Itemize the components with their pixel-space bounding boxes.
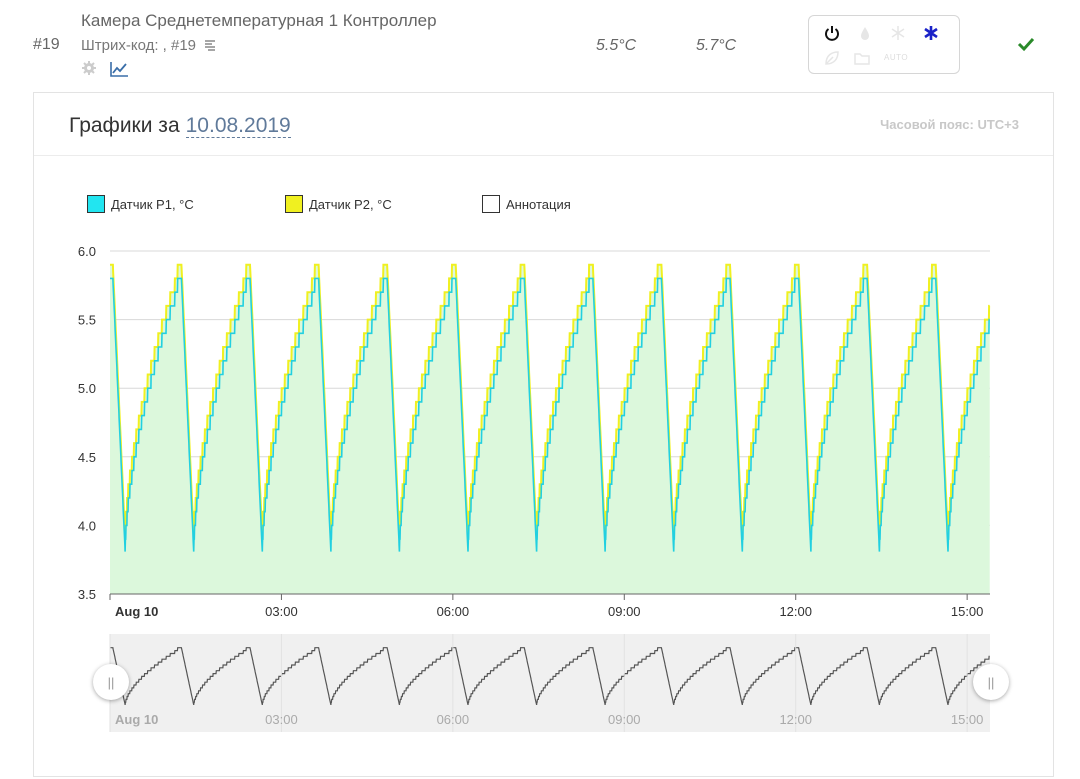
navigator-line	[110, 647, 990, 706]
x-tick-label: Aug 10	[115, 604, 158, 619]
power-icon	[825, 26, 839, 41]
device-id: #19	[33, 36, 60, 53]
legend-swatch-p1	[87, 195, 105, 213]
panel-header: Графики за 10.08.2019 Часовой пояс: UTC+3	[34, 93, 1053, 156]
barcode-icon[interactable]	[203, 38, 217, 52]
drop-icon	[861, 27, 869, 40]
panel-title-prefix: Графики за	[69, 114, 180, 137]
x-tick-label: 12:00	[779, 604, 812, 619]
y-tick-label: 4.5	[78, 450, 96, 465]
y-tick-label: 5.0	[78, 381, 96, 396]
panel-title: Графики за 10.08.2019	[69, 114, 291, 138]
main-chart[interactable]: 6.0 5.5 5.0 4.5 4.0 3.5 Aug 10 03:00 06:00 09:00 1…	[0, 230, 1080, 625]
y-tick-label: 3.5	[78, 587, 96, 602]
chart-legend: Датчик P1, °C Датчик P2, °C Аннотация	[0, 193, 1080, 217]
navigator-handle-left[interactable]: ||	[93, 664, 129, 700]
device-barcode: Штрих-код: , #19	[81, 37, 217, 54]
y-tick-label: 6.0	[78, 244, 96, 259]
asterisk-icon	[924, 26, 938, 40]
leaf-icon	[825, 51, 839, 65]
device-name: Камера Среднетемпературная 1 Контроллер	[81, 11, 437, 30]
series-line-p1	[110, 277, 990, 552]
snowflake-icon	[891, 26, 905, 40]
gear-icon[interactable]	[81, 60, 99, 78]
barcode-text: Штрих-код: , #19	[81, 37, 197, 54]
checkmark-icon	[1017, 37, 1035, 52]
device-actions	[81, 60, 133, 78]
temperature-p1: 5.5°C	[596, 37, 637, 54]
device-row: #19 Камера Среднетемпературная 1 Контрол…	[0, 0, 1080, 90]
legend-label-p1: Датчик P1, °C	[111, 196, 194, 212]
navigator-tick-label: 12:00	[779, 712, 812, 727]
x-tick-label: 06:00	[437, 604, 470, 619]
timezone-label: Часовой пояс: UTC+3	[880, 117, 1019, 132]
legend-swatch-p2	[285, 195, 303, 213]
legend-swatch-annotation	[482, 195, 500, 213]
chart-icon[interactable]	[109, 60, 129, 78]
navigator-chart[interactable]: Aug 10 03:00 06:00 09:00 12:00 15:00	[0, 630, 1080, 740]
status-indicators: AUTO	[808, 15, 960, 74]
navigator-handle-right[interactable]: ||	[973, 664, 1009, 700]
navigator-tick-label: 06:00	[437, 712, 470, 727]
navigator-tick-label: 03:00	[265, 712, 298, 727]
x-tick-label: 09:00	[608, 604, 641, 619]
legend-item-annotation[interactable]: Аннотация	[482, 193, 571, 215]
legend-item-p1[interactable]: Датчик P1, °C	[87, 193, 194, 215]
legend-item-p2[interactable]: Датчик P2, °C	[285, 193, 392, 215]
x-tick-label: 03:00	[265, 604, 298, 619]
auto-label: AUTO	[884, 53, 909, 62]
legend-label-p2: Датчик P2, °C	[309, 196, 392, 212]
date-picker[interactable]: 10.08.2019	[185, 114, 291, 138]
legend-label-annotation: Аннотация	[506, 196, 571, 212]
navigator-background	[110, 634, 990, 732]
folder-icon	[854, 53, 870, 65]
navigator-tick-label: 15:00	[951, 712, 984, 727]
navigator-tick-label: Aug 10	[115, 712, 158, 727]
temperature-p2: 5.7°C	[696, 37, 737, 54]
y-tick-label: 5.5	[78, 313, 96, 328]
x-tick-label: 15:00	[951, 604, 984, 619]
area-fill	[110, 264, 990, 594]
y-tick-label: 4.0	[78, 518, 96, 533]
navigator-tick-label: 09:00	[608, 712, 641, 727]
